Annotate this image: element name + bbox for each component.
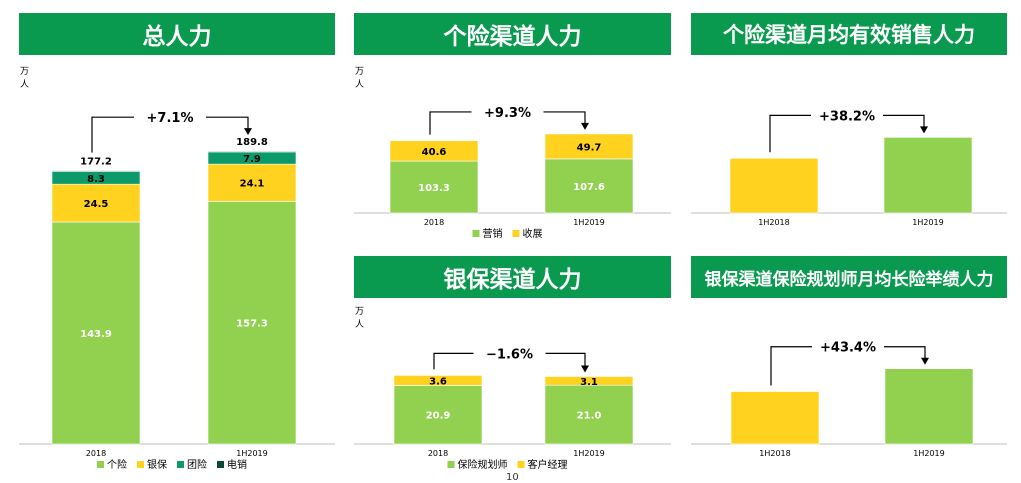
legend-label: 营销 (483, 227, 503, 240)
panel-title: 银保渠道人力 (354, 256, 671, 298)
panel-title: 总人力 (19, 13, 335, 55)
growth-bracket-right (883, 114, 925, 128)
bar-segment (883, 137, 973, 214)
data-label: 103.3 (418, 183, 450, 194)
bar-segment (393, 375, 483, 386)
data-label: 21.0 (577, 411, 602, 422)
tick-label: 1H2019 (573, 218, 604, 227)
legend-label: 个险 (107, 458, 127, 471)
tick-label: 1H2019 (573, 449, 604, 458)
legend-swatch (472, 230, 480, 237)
unit-label: 万人 (20, 67, 30, 90)
bar-segment (207, 163, 297, 202)
bar-segment (51, 170, 141, 172)
legend-swatch (447, 461, 455, 468)
legend-swatch (517, 461, 525, 468)
legend-swatch (512, 230, 520, 237)
growth-label: +38.2% (819, 109, 875, 124)
bar-segment (207, 201, 297, 445)
legend-label: 团险 (187, 458, 207, 471)
tick-label: 2018 (86, 449, 106, 458)
bar-segment (544, 376, 634, 386)
total-label: 177.2 (80, 157, 112, 168)
data-label: 20.9 (426, 411, 451, 422)
growth-arrowhead (581, 122, 589, 130)
data-label: 143.9 (80, 329, 112, 340)
unit-label: 万人 (355, 67, 365, 90)
growth-arrowhead (920, 126, 928, 134)
growth-arrowhead (581, 365, 589, 373)
growth-bracket-right (545, 352, 586, 367)
panel-title: 银保渠道保险规划师月均长险举绩人力 (691, 256, 1007, 298)
bar-segment (730, 391, 820, 445)
data-label: 3.1 (580, 377, 598, 388)
legend-label: 收展 (523, 227, 543, 240)
total-label: 189.8 (236, 137, 268, 148)
data-label: 157.3 (236, 319, 268, 330)
unit-label: 万人 (355, 307, 365, 330)
data-label: 3.6 (429, 376, 447, 387)
bar-segment (389, 140, 479, 162)
page-number: 10 (506, 472, 519, 483)
bar-segment (544, 133, 634, 160)
data-label: 24.5 (84, 199, 109, 210)
growth-bracket-right (206, 116, 249, 130)
growth-bracket-left (769, 114, 811, 153)
bar-segment (393, 385, 483, 445)
growth-label: −1.6% (486, 347, 533, 362)
growth-bracket-left (429, 111, 472, 135)
growth-bracket-left (91, 116, 134, 153)
legend-swatch (177, 461, 184, 468)
growth-bracket-right (884, 346, 926, 359)
legend-label: 银保 (147, 458, 167, 471)
tick-label: 2018 (428, 449, 448, 458)
data-label: 40.6 (422, 147, 447, 158)
legend-swatch (217, 461, 224, 468)
growth-bracket-right (543, 111, 586, 124)
tick-label: 1H2019 (912, 218, 943, 227)
bar-segment (389, 160, 479, 214)
growth-label: +43.4% (820, 341, 876, 356)
bar-segment (544, 384, 634, 445)
data-label: 107.6 (573, 182, 605, 193)
bar-segment (884, 368, 974, 445)
panel-title: 个险渠道月均有效销售人力 (691, 13, 1007, 55)
legend-label: 保险规划师 (458, 458, 508, 471)
data-label: 24.1 (240, 179, 265, 190)
data-label: 49.7 (577, 142, 602, 153)
panel-title: 个险渠道人力 (354, 13, 671, 55)
bar-segment (207, 150, 297, 153)
bar-segment (729, 157, 819, 214)
bar-segment (51, 183, 141, 223)
bar-segment (51, 221, 141, 445)
legend-label: 电销 (227, 458, 247, 471)
growth-label: +9.3% (484, 106, 531, 121)
data-label: 8.3 (87, 174, 105, 185)
tick-label: 2018 (424, 218, 444, 227)
legend-label: 客户经理 (528, 458, 568, 471)
growth-arrowhead (244, 128, 252, 136)
growth-bracket-left (433, 352, 474, 370)
growth-bracket-left (770, 346, 812, 386)
tick-label: 1H2019 (913, 449, 944, 458)
legend-swatch (97, 461, 104, 468)
data-label: 7.9 (243, 154, 261, 165)
legend-swatch (137, 461, 144, 468)
tick-label: 1H2019 (236, 449, 267, 458)
tick-label: 1H2018 (758, 218, 789, 227)
tick-label: 1H2018 (759, 449, 790, 458)
growth-label: +7.1% (147, 111, 194, 126)
growth-arrowhead (921, 357, 929, 365)
